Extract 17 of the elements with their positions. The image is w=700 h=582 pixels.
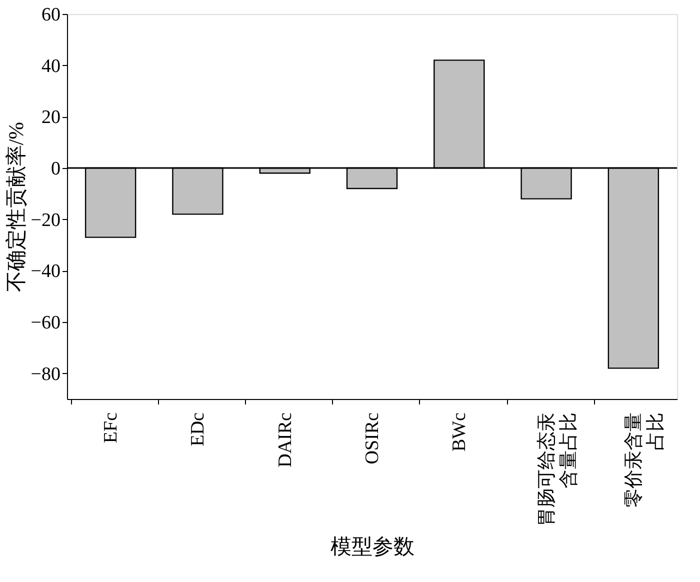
x-tick-label: OSIRc bbox=[362, 412, 383, 464]
y-tick-label: −60 bbox=[30, 312, 60, 334]
x-tick-label: EDc bbox=[188, 412, 209, 446]
y-tick-label: 0 bbox=[51, 158, 60, 180]
y-tick-label: −20 bbox=[30, 210, 60, 231]
y-tick-label: 60 bbox=[42, 4, 60, 26]
y-tick-label: 20 bbox=[42, 107, 60, 128]
y-tick-label: 40 bbox=[42, 56, 60, 77]
x-tick-label: BWc bbox=[449, 412, 470, 452]
x-tick-label: DAIRc bbox=[274, 412, 296, 468]
y-axis-title: 不确定性贡献率/% bbox=[4, 122, 28, 292]
y-tick-label: −80 bbox=[30, 364, 60, 385]
x-tick-label: EFc bbox=[100, 412, 122, 444]
x-tick-label: 零价汞含量占比 bbox=[623, 412, 666, 508]
x-tick-label: 胃肠可给态汞含量占比 bbox=[536, 412, 580, 526]
y-tick-label: −40 bbox=[30, 261, 60, 282]
x-axis-title: 模型参数 bbox=[330, 534, 414, 558]
